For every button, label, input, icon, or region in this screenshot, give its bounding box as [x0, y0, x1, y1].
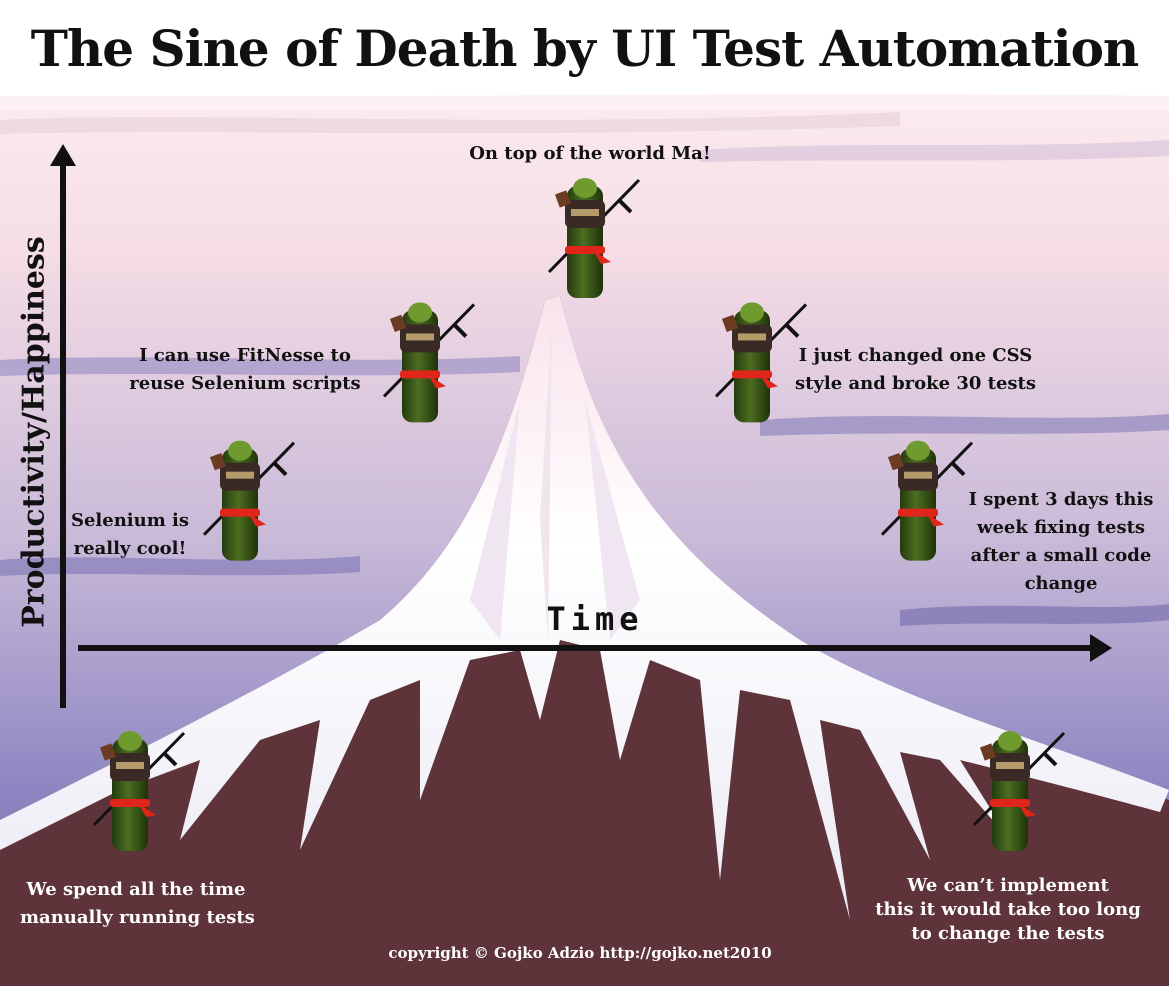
caption-line: change: [1024, 573, 1098, 594]
y-axis-label-text: Productivity/Happiness: [16, 236, 52, 628]
axis-arrow-icon: [50, 144, 76, 166]
caption-line: to change the tests: [911, 923, 1105, 944]
caption-line: We can’t implement: [907, 875, 1109, 896]
stage-caption-cool: Selenium is really cool!: [60, 507, 200, 563]
caption-line: really cool!: [73, 538, 187, 559]
stage-caption-top: On top of the world Ma!: [455, 140, 725, 168]
caption-line: style and broke 30 tests: [795, 373, 1036, 394]
stage-caption-css: I just changed one CSS style and broke 3…: [788, 342, 1043, 398]
stage-caption-start: We spend all the time manually running t…: [20, 876, 255, 932]
x-axis-label: Time: [546, 600, 644, 638]
caption-line: week fixing tests: [976, 517, 1146, 538]
diagram-title: The Sine of Death by UI Test Automation: [30, 19, 1140, 78]
stage-caption-fixing: I spent 3 days this week fixing tests af…: [962, 486, 1160, 598]
caption-line: We spend all the time: [26, 879, 246, 900]
caption-line: I spent 3 days this: [968, 489, 1154, 510]
caption-line: I just changed one CSS: [798, 345, 1033, 366]
copyright-notice: copyright © Gojko Adzio http://gojko.net…: [388, 944, 772, 962]
caption-line: manually running tests: [20, 907, 255, 928]
caption-line: Selenium is: [70, 510, 190, 531]
axis-arrow-icon: [1090, 634, 1112, 662]
caption-line: On top of the world Ma!: [469, 143, 711, 164]
caption-line: this it would take too long: [875, 899, 1141, 920]
caption-line: reuse Selenium scripts: [129, 373, 361, 394]
stage-caption-end: We can’t implement this it would take to…: [870, 874, 1146, 946]
caption-line: I can use FitNesse to: [139, 345, 351, 366]
caption-line: after a small code: [970, 545, 1152, 566]
stage-caption-fitnesse: I can use FitNesse to reuse Selenium scr…: [120, 342, 370, 398]
